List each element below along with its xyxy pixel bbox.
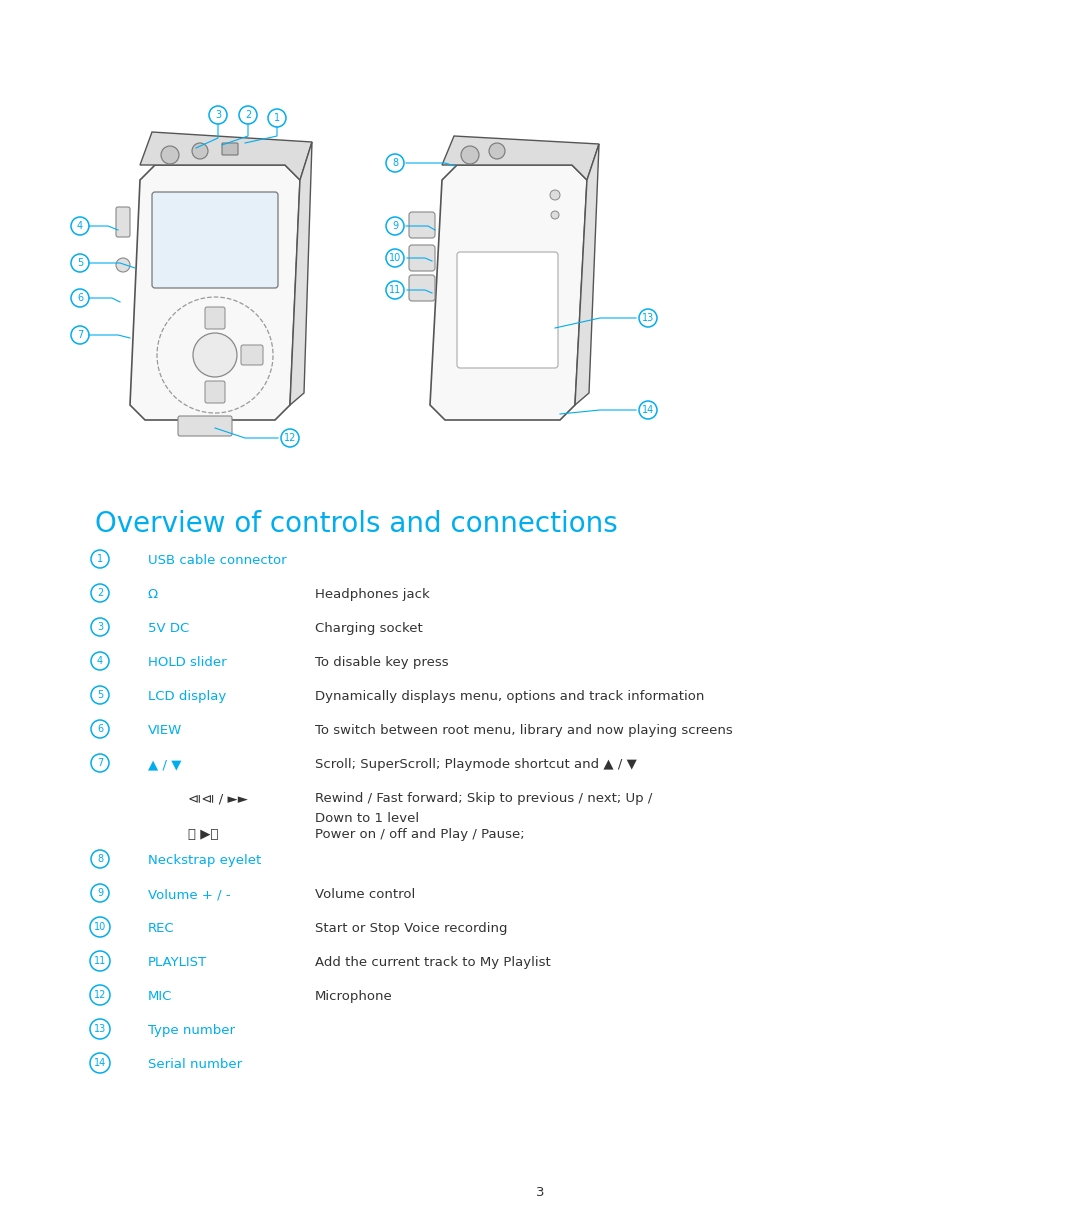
Text: Type number: Type number — [148, 1024, 235, 1036]
Text: Headphones jack: Headphones jack — [315, 588, 430, 600]
Text: Down to 1 level: Down to 1 level — [315, 812, 419, 825]
Text: HOLD slider: HOLD slider — [148, 656, 227, 669]
Text: 2: 2 — [245, 111, 252, 120]
FancyBboxPatch shape — [205, 381, 225, 403]
Text: 14: 14 — [642, 405, 654, 415]
FancyBboxPatch shape — [178, 416, 232, 436]
Text: 11: 11 — [389, 285, 401, 295]
FancyBboxPatch shape — [222, 142, 238, 155]
Polygon shape — [140, 131, 312, 181]
Polygon shape — [130, 165, 300, 420]
Text: Volume control: Volume control — [315, 888, 415, 901]
Polygon shape — [430, 165, 588, 420]
Text: Rewind / Fast forward; Skip to previous / next; Up /: Rewind / Fast forward; Skip to previous … — [315, 792, 652, 806]
Text: 5: 5 — [77, 258, 83, 268]
FancyBboxPatch shape — [409, 246, 435, 271]
Text: 3: 3 — [536, 1186, 544, 1200]
Text: Neckstrap eyelet: Neckstrap eyelet — [148, 853, 261, 867]
Text: 10: 10 — [94, 922, 106, 932]
Circle shape — [192, 142, 208, 158]
Text: 9: 9 — [97, 888, 103, 898]
Text: USB cable connector: USB cable connector — [148, 554, 286, 567]
Text: 1: 1 — [97, 554, 103, 564]
Text: 6: 6 — [77, 293, 83, 303]
Text: 7: 7 — [77, 330, 83, 340]
Text: PLAYLIST: PLAYLIST — [148, 957, 207, 969]
FancyBboxPatch shape — [457, 252, 558, 368]
Text: Power on / off and Play / Pause;: Power on / off and Play / Pause; — [315, 828, 525, 841]
Circle shape — [116, 258, 130, 271]
Circle shape — [550, 190, 561, 200]
Polygon shape — [575, 144, 599, 405]
Text: 11: 11 — [94, 957, 106, 966]
FancyBboxPatch shape — [152, 192, 278, 289]
Text: 12: 12 — [94, 990, 106, 1000]
Text: LCD display: LCD display — [148, 690, 226, 702]
Text: Ω: Ω — [148, 588, 158, 600]
FancyBboxPatch shape — [205, 307, 225, 329]
Text: 4: 4 — [97, 656, 103, 666]
Circle shape — [461, 146, 480, 165]
Text: 3: 3 — [97, 623, 103, 632]
Text: Dynamically displays menu, options and track information: Dynamically displays menu, options and t… — [315, 690, 704, 702]
Text: Serial number: Serial number — [148, 1059, 242, 1071]
FancyBboxPatch shape — [409, 275, 435, 301]
Circle shape — [489, 142, 505, 158]
Text: Charging socket: Charging socket — [315, 623, 422, 635]
Text: REC: REC — [148, 922, 175, 935]
Text: Volume + / -: Volume + / - — [148, 888, 231, 901]
Text: 1: 1 — [274, 113, 280, 123]
Text: 6: 6 — [97, 725, 103, 734]
Text: MIC: MIC — [148, 990, 173, 1003]
Text: 7: 7 — [97, 758, 103, 768]
Text: To switch between root menu, library and now playing screens: To switch between root menu, library and… — [315, 725, 732, 737]
Text: 2: 2 — [97, 588, 103, 598]
Text: ▲ / ▼: ▲ / ▼ — [148, 758, 181, 771]
Text: 14: 14 — [94, 1059, 106, 1068]
Text: Microphone: Microphone — [315, 990, 393, 1003]
Text: VIEW: VIEW — [148, 725, 183, 737]
Text: 5: 5 — [97, 690, 103, 700]
Text: 12: 12 — [284, 433, 296, 443]
Text: 5V DC: 5V DC — [148, 623, 189, 635]
Text: 3: 3 — [215, 111, 221, 120]
Text: Scroll; SuperScroll; Playmode shortcut and ▲ / ▼: Scroll; SuperScroll; Playmode shortcut a… — [315, 758, 637, 771]
Circle shape — [551, 211, 559, 219]
Polygon shape — [291, 142, 312, 405]
Text: 8: 8 — [97, 853, 103, 865]
Circle shape — [161, 146, 179, 165]
Text: 4: 4 — [77, 221, 83, 231]
FancyBboxPatch shape — [409, 212, 435, 238]
Text: 13: 13 — [642, 313, 654, 323]
Circle shape — [193, 333, 237, 377]
Text: Add the current track to My Playlist: Add the current track to My Playlist — [315, 957, 551, 969]
Text: 13: 13 — [94, 1024, 106, 1034]
Text: ⏻ ▶⏸: ⏻ ▶⏸ — [188, 828, 218, 841]
FancyBboxPatch shape — [116, 208, 130, 237]
Text: To disable key press: To disable key press — [315, 656, 448, 669]
Text: ⧏⧏ / ►►: ⧏⧏ / ►► — [188, 792, 248, 806]
Text: 8: 8 — [392, 158, 399, 168]
Text: 9: 9 — [392, 221, 399, 231]
FancyBboxPatch shape — [241, 345, 264, 365]
Polygon shape — [442, 136, 599, 181]
Text: 10: 10 — [389, 253, 401, 263]
Text: Start or Stop Voice recording: Start or Stop Voice recording — [315, 922, 508, 935]
Text: Overview of controls and connections: Overview of controls and connections — [95, 510, 618, 538]
